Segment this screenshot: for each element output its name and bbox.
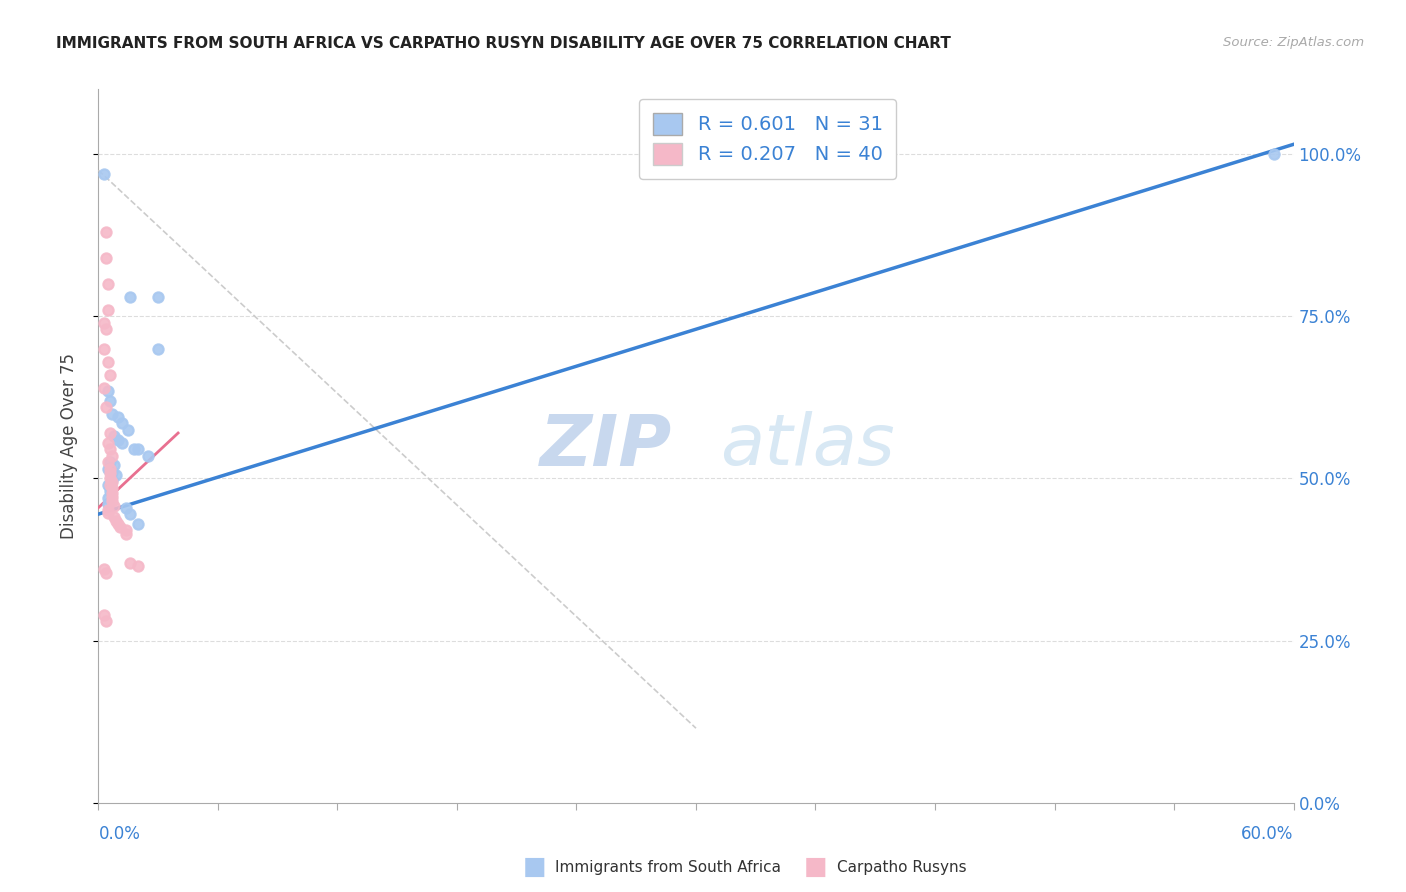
Point: [111, 435, 134, 450]
Point: [111, 417, 134, 431]
Point: [100, 467, 122, 481]
Point: [97, 478, 120, 492]
Point: [115, 524, 138, 538]
Text: Immigrants from South Africa: Immigrants from South Africa: [555, 860, 782, 874]
Point: [93, 607, 115, 622]
Y-axis label: Disability Age Over 75: Disability Age Over 75: [59, 353, 77, 539]
Legend: R = 0.601   N = 31, R = 0.207   N = 40: R = 0.601 N = 31, R = 0.207 N = 40: [640, 99, 896, 178]
Point: [124, 442, 146, 457]
Point: [120, 507, 142, 521]
Text: ■: ■: [523, 855, 546, 879]
Point: [100, 368, 122, 382]
Point: [97, 491, 120, 505]
Point: [96, 614, 118, 628]
Point: [103, 458, 125, 473]
Point: [107, 409, 129, 424]
Point: [101, 449, 124, 463]
Point: [97, 506, 120, 520]
Point: [120, 556, 142, 570]
Point: [105, 514, 128, 528]
Point: [1263, 147, 1285, 161]
Point: [97, 455, 120, 469]
Point: [148, 290, 170, 304]
Point: [101, 475, 124, 489]
Point: [101, 494, 124, 508]
Point: [96, 400, 118, 414]
Point: [96, 566, 118, 580]
Point: [127, 516, 149, 531]
Point: [93, 562, 115, 576]
Point: [115, 500, 138, 515]
Point: [97, 302, 120, 317]
Point: [101, 485, 124, 500]
Point: [101, 473, 124, 487]
Point: [127, 442, 149, 457]
Point: [105, 468, 128, 483]
Text: ZIP: ZIP: [540, 411, 672, 481]
Text: Source: ZipAtlas.com: Source: ZipAtlas.com: [1223, 36, 1364, 49]
Point: [97, 384, 120, 398]
Text: 60.0%: 60.0%: [1241, 825, 1294, 843]
Point: [115, 526, 138, 541]
Point: [107, 516, 129, 531]
Point: [96, 251, 118, 265]
Point: [97, 354, 120, 368]
Point: [96, 225, 118, 239]
Text: IMMIGRANTS FROM SOUTH AFRICA VS CARPATHO RUSYN DISABILITY AGE OVER 75 CORRELATIO: IMMIGRANTS FROM SOUTH AFRICA VS CARPATHO…: [56, 36, 950, 51]
Point: [100, 425, 122, 440]
Point: [103, 429, 125, 443]
Point: [100, 442, 122, 457]
Point: [100, 393, 122, 408]
Point: [103, 510, 125, 524]
Point: [127, 559, 149, 574]
Point: [120, 290, 142, 304]
Point: [97, 277, 120, 291]
Point: [100, 461, 122, 475]
Point: [148, 342, 170, 356]
Text: 0.0%: 0.0%: [98, 825, 141, 843]
Point: [100, 455, 122, 469]
Point: [101, 481, 124, 495]
Point: [107, 433, 129, 447]
Text: atlas: atlas: [720, 411, 894, 481]
Point: [93, 167, 115, 181]
Point: [97, 461, 120, 475]
Point: [97, 502, 120, 516]
Text: Carpatho Rusyns: Carpatho Rusyns: [837, 860, 966, 874]
Point: [101, 465, 124, 479]
Point: [100, 484, 122, 499]
Point: [93, 342, 115, 356]
Point: [97, 435, 120, 450]
Point: [136, 449, 159, 463]
Point: [97, 497, 120, 511]
Point: [101, 490, 124, 504]
Point: [100, 479, 122, 493]
Point: [103, 499, 125, 513]
Point: [93, 316, 115, 330]
Point: [93, 381, 115, 395]
Point: [110, 520, 132, 534]
Point: [101, 407, 124, 421]
Point: [96, 322, 118, 336]
Point: [100, 478, 122, 492]
Text: ■: ■: [804, 855, 827, 879]
Point: [100, 471, 122, 485]
Point: [117, 423, 139, 437]
